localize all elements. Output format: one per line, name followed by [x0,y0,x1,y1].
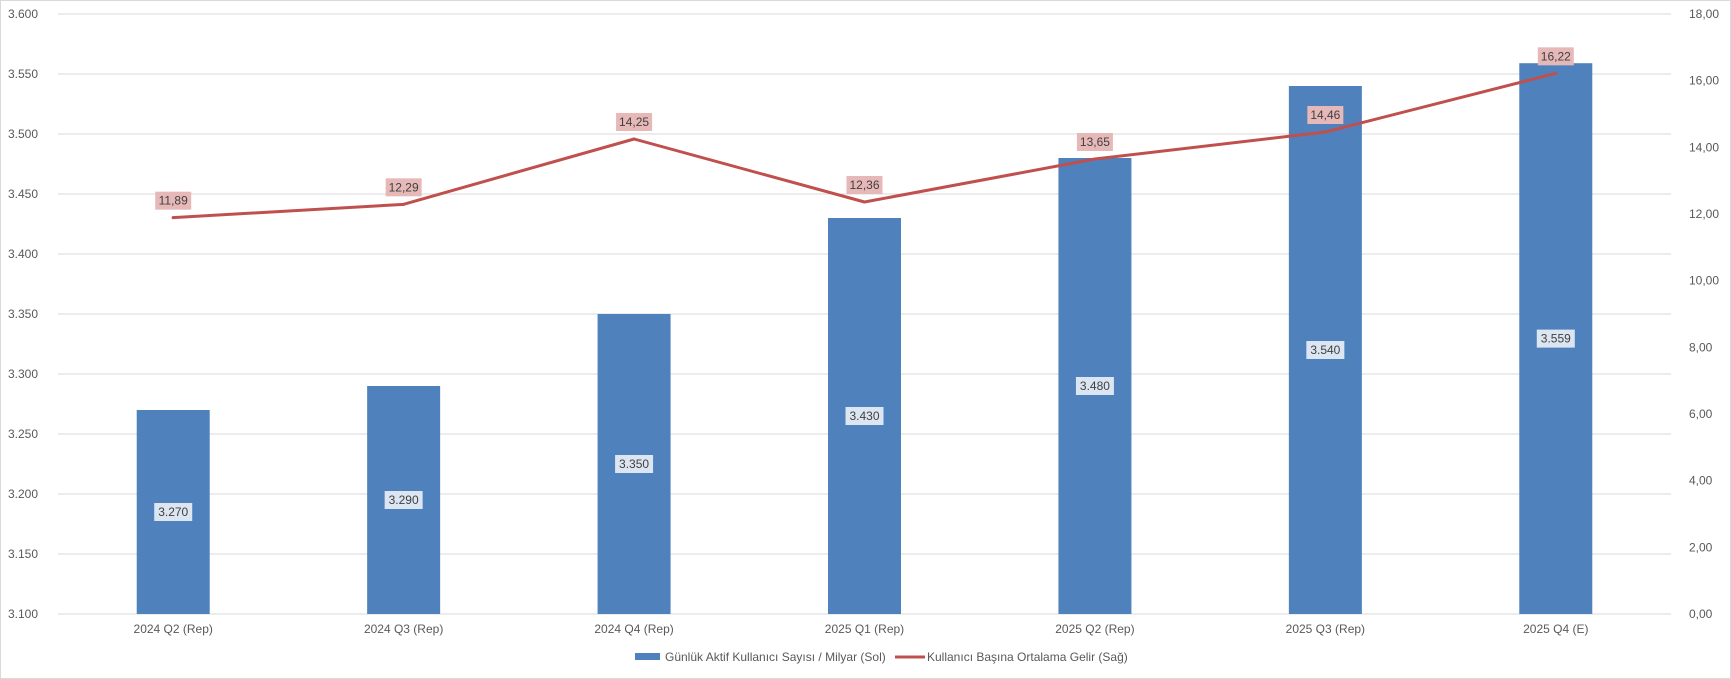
line-point [1554,71,1558,75]
bar-label-box [845,407,884,425]
line-label-box [616,113,653,131]
y-right-tick-label: 14,00 [1689,140,1719,154]
bar-label-box [1075,377,1114,395]
bar-data-label: 3.350 [619,457,649,471]
y-left-tick-label: 3.450 [8,187,38,201]
line-data-label: 14,25 [619,115,649,129]
bar-data-label: 3.559 [1541,332,1571,346]
y-left-tick-label: 3.400 [8,247,38,261]
line-label-box [1537,47,1574,66]
legend: Günlük Aktif Kullanıcı Sayısı / Milyar (… [635,650,1128,664]
line-data-label: 12,36 [849,178,879,192]
bar-label-box [384,491,423,509]
line-data-label: 13,65 [1080,135,1110,149]
bar-label-box [1536,329,1575,348]
y-left-tick-label: 3.200 [8,487,38,501]
bar-data-label: 3.270 [158,505,188,519]
y-right-tick-label: 12,00 [1689,207,1719,221]
y-left-tick-label: 3.550 [8,67,38,81]
line-data-label: 16,22 [1541,49,1571,63]
bar-series [136,63,1593,614]
line-label-box [155,191,192,210]
bar-label-box [1306,341,1345,359]
y-left-tick-label: 3.350 [8,307,38,321]
bar-label-box [615,455,654,473]
x-tick-label: 2025 Q4 (E) [1523,622,1588,636]
line-data-label: 12,29 [389,180,419,194]
data-labels: 3.270 3.290 3.350 3.430 3.480 3.540 3.559 11,89… [154,47,1575,521]
line-label-box [1076,133,1113,151]
legend-label-bars: Günlük Aktif Kullanıcı Sayısı / Milyar (… [665,650,886,664]
y-left-tick-label: 3.300 [8,367,38,381]
y-left-tick-label: 3.150 [8,547,38,561]
y-left-tick-label: 3.600 [8,7,38,21]
y-right-tick-label: 18,00 [1689,7,1719,21]
y-right-tick-label: 10,00 [1689,274,1719,288]
x-tick-label: 2024 Q3 (Rep) [364,622,443,636]
bar-data-label: 3.540 [1310,343,1340,357]
y-right-tick-label: 0,00 [1689,607,1713,621]
line-point [863,200,866,204]
x-tick-label: 2024 Q4 (Rep) [594,622,673,636]
line-series [171,71,1558,220]
y-right-tick-label: 6,00 [1689,407,1713,421]
x-tick-label: 2025 Q1 (Rep) [825,622,904,636]
x-tick-label: 2025 Q2 (Rep) [1055,622,1134,636]
y-left-tick-label: 3.100 [8,607,38,621]
line-label-box [385,178,422,197]
line-point [171,216,175,220]
bar-label-box [154,503,193,521]
bar-data-label: 3.430 [849,409,879,423]
line-data-label: 14,46 [1310,108,1340,122]
line-label-box [1307,106,1344,124]
line-point [632,137,636,141]
x-tick-label: 2024 Q2 (Rep) [134,622,213,636]
y-left-tick-label: 3.250 [8,427,38,441]
y-right-tick-label: 8,00 [1689,340,1713,354]
line-data-label: 11,89 [159,194,188,208]
line-point [1093,157,1097,161]
y-left-tick-label: 3.500 [8,127,38,141]
axes: 3.100 3.150 3.200 3.250 3.300 3.350 3.400 3.450… [8,7,1719,636]
y-right-tick-label: 4,00 [1689,474,1713,488]
bar-data-label: 3.290 [389,493,419,507]
y-right-tick-label: 16,00 [1689,74,1719,88]
y-right-tick-label: 2,00 [1689,540,1713,554]
legend-bar-swatch [635,653,660,660]
bar-data-label: 3.480 [1080,379,1110,393]
line-point [402,202,406,206]
line-label-box [846,176,883,194]
x-tick-label: 2025 Q3 (Rep) [1286,622,1365,636]
legend-label-line: Kullanıcı Başına Ortalama Gelir (Sağ) [927,650,1128,664]
line-point [1323,130,1327,134]
